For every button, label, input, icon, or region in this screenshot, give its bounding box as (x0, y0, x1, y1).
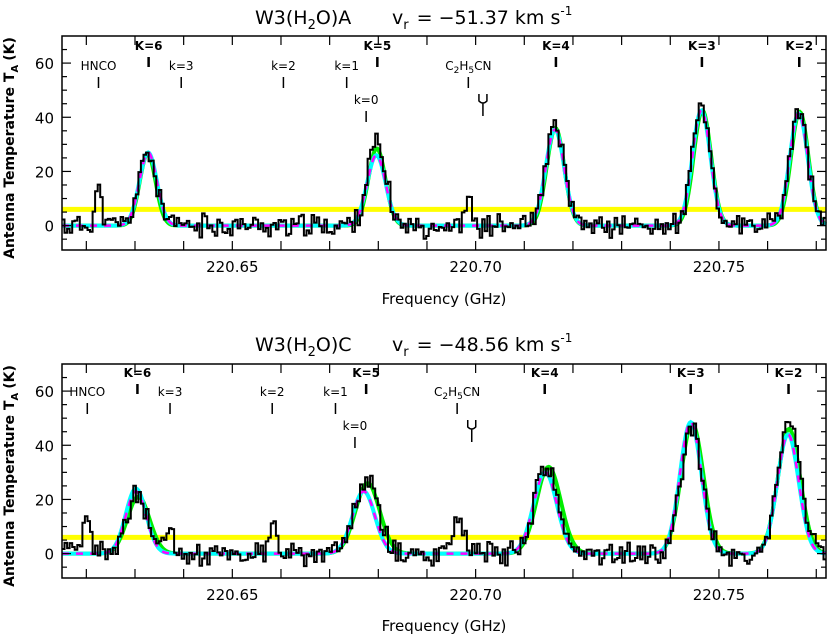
panel-c-ytick-label: 60 (35, 383, 54, 401)
panel-c-ytick-label: 0 (44, 546, 54, 564)
panel-a-annotation-label: K=6 (135, 39, 163, 53)
panel-c-annotation-label: K=3 (677, 366, 705, 380)
panel-a-series-observed (62, 102, 826, 240)
panel-a-xtick-label: 220.70 (449, 258, 502, 276)
panel-c-annotation-label: k=1 (323, 385, 348, 399)
panel-a-xlabel: Frequency (GHz) (382, 290, 507, 308)
panel-c-xtick-label: 220.65 (206, 586, 259, 604)
panel-c-annotation-label: K=2 (775, 366, 803, 380)
panel-c: W3(H2O)C vr = −48.56 km s-1 220.65 220.70 2… (2, 331, 827, 635)
panel-a-ytick-label: 40 (35, 109, 54, 127)
panel-c-annotation-label: HNCO (69, 385, 105, 399)
panel-a-annotation-label: K=4 (542, 39, 570, 53)
panel-a-velocity: vr = −51.37 km s-1 (392, 4, 572, 33)
panel-a-xtick-label: 220.65 (206, 258, 259, 276)
panel-a-annotation-label: k=1 (334, 59, 359, 73)
panel-c-annotation-label: K=6 (124, 366, 152, 380)
panel-a-annotation-label: k=2 (271, 59, 296, 73)
panel-c-title: W3(H2O)C (255, 334, 352, 360)
panel-a-xtick-label: 220.75 (693, 258, 746, 276)
panel-a-annotation-label: K=2 (785, 39, 813, 53)
panel-c-xlabel: Frequency (GHz) (382, 617, 507, 635)
panel-a-annotation-fork-marker (478, 94, 488, 116)
panel-c-annotation-label: k=2 (260, 385, 285, 399)
panel-a-ytick-label: 20 (35, 163, 54, 181)
panel-a-annotation-label: k=3 (169, 59, 194, 73)
panel-c-annotation-label: K=5 (352, 366, 380, 380)
panel-a-annotation-label: C2H5CN (445, 59, 491, 76)
panel-a-plot-area: 220.65 220.70 220.75 0 20 40 60 HNCO K=6 k=3 k=2 k=… (35, 35, 827, 276)
panel-a-title: W3(H2O)A (255, 7, 351, 33)
panel-c-annotation-label: K=4 (531, 366, 559, 380)
panel-c-series-observed (62, 421, 826, 568)
panel-a-ytick-label: 0 (44, 218, 54, 236)
panel-a: W3(H2O)A vr = −51.37 km s-1 220.65 220.70 2… (2, 4, 827, 308)
panel-c-annotation-fork-marker (466, 420, 477, 442)
panel-c-annotation-label: k=0 (343, 419, 368, 433)
panel-c-ytick-label: 20 (35, 491, 54, 509)
panel-a-annotation-label: K=3 (688, 39, 716, 53)
panel-a-annotation-label: HNCO (81, 59, 117, 73)
panel-c-ylabel: Antenna Temperature TA(K) (2, 365, 21, 587)
panel-c-ytick-label: 40 (35, 437, 54, 455)
panel-c-xtick-label: 220.75 (693, 586, 746, 604)
panel-c-axes-frame (61, 363, 827, 579)
panel-c-annotation-label: k=3 (158, 385, 183, 399)
panel-c-annotation-label: C2H5CN (434, 385, 480, 402)
panel-a-ylabel: Antenna Temperature TA(K) (2, 37, 21, 259)
panel-c-plot-area: 220.65 220.70 220.75 0 20 40 60 HNCO K=6 k=3 k=2 k=… (35, 363, 827, 604)
panel-c-velocity: vr = −48.56 km s-1 (392, 331, 572, 360)
panel-a-axes-frame (61, 35, 827, 251)
panel-a-ytick-label: 60 (35, 55, 54, 73)
panel-c-xtick-label: 220.70 (449, 586, 502, 604)
panel-a-annotation-label: K=5 (363, 39, 391, 53)
panel-a-annotation-label: k=0 (354, 93, 379, 107)
